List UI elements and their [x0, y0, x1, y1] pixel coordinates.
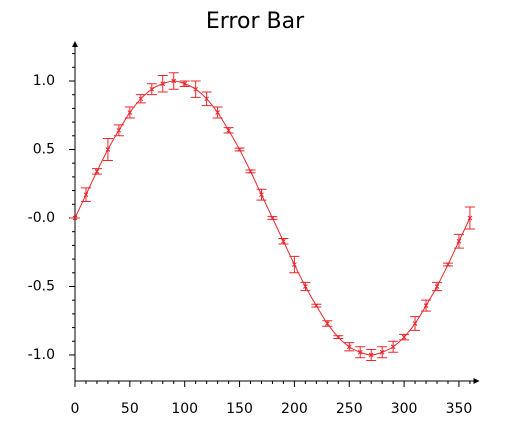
x-axis-arrow	[473, 378, 480, 384]
marker	[324, 321, 330, 326]
marker	[149, 86, 155, 92]
marker	[292, 262, 297, 267]
y-tick-label: -0.5	[28, 278, 55, 294]
marker	[237, 147, 242, 152]
marker	[259, 192, 264, 198]
marker	[94, 169, 100, 174]
x-tick-label: 100	[171, 401, 198, 417]
marker	[445, 262, 451, 267]
marker	[423, 303, 429, 309]
x-tick-label: 200	[281, 401, 308, 417]
marker	[357, 349, 363, 355]
y-tick-label: -0.0	[28, 210, 55, 226]
marker	[368, 352, 374, 358]
marker	[182, 81, 188, 87]
marker	[335, 334, 341, 340]
x-tick-label: 250	[336, 401, 363, 417]
chart-title: Error Bar	[206, 9, 305, 34]
marker	[160, 81, 166, 87]
marker	[193, 86, 199, 92]
marker	[313, 303, 319, 309]
marker	[281, 238, 286, 244]
marker	[72, 215, 78, 221]
marker	[138, 96, 144, 102]
marker	[456, 238, 462, 244]
x-tick-label: 0	[71, 401, 80, 417]
marker	[83, 192, 89, 198]
marker	[303, 284, 308, 289]
marker	[226, 127, 231, 133]
marker	[215, 110, 220, 115]
marker	[412, 321, 418, 326]
marker	[379, 349, 385, 355]
marker	[204, 96, 209, 102]
y-tick-label: -1.0	[28, 347, 55, 363]
marker	[127, 110, 133, 115]
marker	[270, 215, 275, 221]
x-tick-label: 50	[121, 401, 139, 417]
y-tick-label: 1.0	[33, 73, 55, 89]
marker	[248, 169, 253, 174]
marker	[346, 344, 352, 350]
marker	[171, 78, 177, 84]
x-tick-label: 150	[226, 401, 253, 417]
marker	[116, 127, 122, 133]
marker	[401, 334, 407, 340]
x-tick-label: 350	[446, 401, 473, 417]
marker	[105, 147, 111, 152]
marker	[390, 344, 396, 350]
marker	[467, 215, 473, 221]
x-tick-label: 300	[391, 401, 418, 417]
marker	[434, 284, 440, 289]
y-axis-arrow	[72, 41, 78, 47]
y-tick-label: 0.5	[33, 141, 55, 157]
